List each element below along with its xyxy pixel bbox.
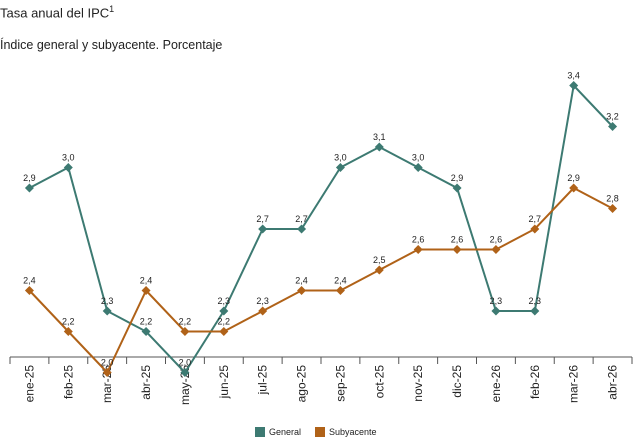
data-label: 2,7 xyxy=(295,214,308,224)
data-point-marker xyxy=(141,286,151,295)
data-label: 2,7 xyxy=(529,214,542,224)
data-point-marker xyxy=(24,183,34,193)
data-point-marker xyxy=(530,224,540,234)
data-point-marker xyxy=(258,224,268,234)
data-label: 2,9 xyxy=(451,173,464,183)
data-point-marker xyxy=(335,286,345,295)
data-point-marker xyxy=(491,245,501,254)
data-point-marker xyxy=(297,224,307,234)
data-label: 3,1 xyxy=(373,132,386,142)
chart-title-footnote: 1 xyxy=(109,4,115,14)
data-label: 3,0 xyxy=(62,153,75,163)
x-tick-label: feb-25 xyxy=(61,365,75,399)
data-label: 2,0 xyxy=(101,358,114,368)
x-tick-label: mar-26 xyxy=(567,365,581,403)
data-point-marker xyxy=(335,163,345,172)
x-tick-label: dic-25 xyxy=(450,365,464,398)
legend-label-general: General xyxy=(269,427,302,437)
x-tick-label: ene-25 xyxy=(22,365,36,403)
data-label: 2,2 xyxy=(179,317,192,327)
data-point-marker xyxy=(452,183,462,193)
legend-item-general: General xyxy=(255,427,301,437)
data-label: 2,3 xyxy=(490,296,503,306)
data-point-marker xyxy=(569,183,579,193)
legend-label-subyacente: Subyacente xyxy=(329,427,377,437)
data-point-marker xyxy=(219,327,229,336)
data-point-marker xyxy=(491,306,501,316)
data-point-marker xyxy=(141,327,151,336)
chart-legend: General Subyacente xyxy=(255,427,377,437)
x-tick-label: sep-25 xyxy=(333,365,347,402)
data-label: 2,3 xyxy=(101,296,114,306)
data-label: 2,4 xyxy=(140,276,153,286)
x-tick-label: nov-25 xyxy=(411,365,425,402)
chart-title-text: Tasa anual del IPC xyxy=(0,5,110,21)
data-label: 2,4 xyxy=(23,276,36,286)
data-label: 2,6 xyxy=(451,235,464,245)
series-line-subyacente xyxy=(28,186,614,375)
data-point-marker xyxy=(219,306,229,316)
data-point-marker xyxy=(374,265,384,275)
data-label: 2,3 xyxy=(256,296,269,306)
data-label: 3,0 xyxy=(412,153,425,163)
data-point-marker xyxy=(413,163,423,172)
data-label: 2,8 xyxy=(606,194,619,204)
data-point-marker xyxy=(63,327,73,336)
data-label: 2,5 xyxy=(373,255,386,265)
data-point-marker xyxy=(24,286,34,295)
data-point-marker xyxy=(63,163,73,172)
data-label: 2,6 xyxy=(490,235,503,245)
chart-title: Tasa anual del IPC1 xyxy=(0,4,114,20)
data-point-marker xyxy=(297,286,307,295)
data-label: 2,0 xyxy=(179,358,192,368)
x-tick-label: abr-26 xyxy=(606,365,620,400)
data-point-marker xyxy=(608,122,618,131)
data-label: 3,4 xyxy=(567,71,580,81)
legend-swatch-subyacente xyxy=(315,427,326,437)
data-point-marker xyxy=(452,245,462,254)
legend-item-subyacente: Subyacente xyxy=(315,427,377,437)
data-point-marker xyxy=(180,327,190,336)
data-label: 2,6 xyxy=(412,235,425,245)
x-tick-label: ago-25 xyxy=(295,365,309,403)
data-point-marker xyxy=(608,204,618,213)
x-tick-label: oct-25 xyxy=(372,365,386,399)
data-label: 2,4 xyxy=(295,276,308,286)
data-label: 2,4 xyxy=(334,276,347,286)
data-label: 3,0 xyxy=(334,153,347,163)
data-label: 2,2 xyxy=(218,317,231,327)
data-point-marker xyxy=(374,142,384,152)
x-tick-label: may-25 xyxy=(178,365,192,405)
data-label: 2,7 xyxy=(256,214,269,224)
series-line-general xyxy=(28,83,614,375)
data-label: 2,2 xyxy=(140,317,153,327)
data-label: 2,3 xyxy=(218,296,231,306)
x-tick-label: jul-25 xyxy=(256,365,270,396)
legend-swatch-general xyxy=(255,427,265,437)
data-label: 2,3 xyxy=(529,296,542,306)
x-tick-label: feb-26 xyxy=(528,365,542,399)
data-label: 2,9 xyxy=(567,173,580,183)
data-label: 3,2 xyxy=(606,112,619,122)
data-label: 2,2 xyxy=(62,317,75,327)
x-tick-label: abr-25 xyxy=(139,365,153,400)
data-point-marker xyxy=(102,368,112,377)
data-point-marker xyxy=(413,245,423,254)
chart-subtitle: Índice general y subyacente. Porcentaje xyxy=(0,38,223,52)
x-tick-label: jun-25 xyxy=(217,365,231,400)
data-point-marker xyxy=(102,306,112,316)
data-point-marker xyxy=(180,368,190,377)
data-point-marker xyxy=(530,306,540,316)
data-point-marker xyxy=(569,81,579,90)
x-tick-label: mar-25 xyxy=(100,365,114,403)
data-label: 2,9 xyxy=(23,173,36,183)
data-point-marker xyxy=(258,306,268,316)
x-tick-label: ene-26 xyxy=(489,365,503,403)
